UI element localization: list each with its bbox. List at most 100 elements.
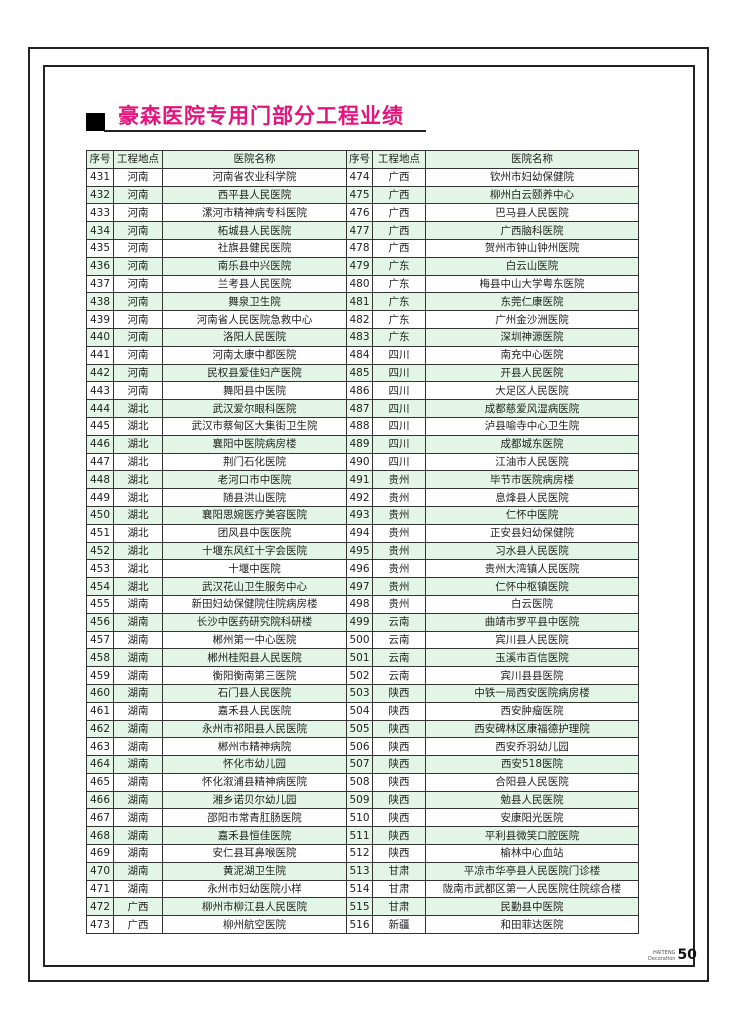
cell-location: 湖南 (113, 683, 163, 703)
cell-no: 483 (346, 327, 373, 347)
cell-location: 湖南 (113, 790, 163, 810)
cell-hospital: 嘉禾县人民医院 (162, 701, 347, 721)
cell-location: 云南 (372, 612, 426, 632)
cell-hospital: 开县人民医院 (425, 363, 639, 383)
cell-location: 湖南 (113, 719, 163, 739)
cell-location: 河南 (113, 256, 163, 276)
table-row: 463 湖南 郴州市精神病院 506 陕西 西安乔羽幼儿园 (86, 737, 639, 757)
cell-location: 湖南 (113, 879, 163, 899)
cell-location: 广东 (372, 327, 426, 347)
cell-hospital: 郴州市精神病院 (162, 737, 347, 757)
outer-frame (28, 47, 709, 982)
table-row: 461 湖南 嘉禾县人民医院 504 陕西 西安肿瘤医院 (86, 701, 639, 721)
cell-no: 504 (346, 701, 373, 721)
table-row: 457 湖南 郴州第一中心医院 500 云南 宾川县人民医院 (86, 630, 639, 650)
cell-no: 487 (346, 399, 373, 418)
cell-no: 513 (346, 861, 373, 881)
table-row: 456 湖南 长沙中医药研究院科研楼 499 云南 曲靖市罗平县中医院 (86, 612, 639, 632)
cell-hospital: 榆林中心血站 (425, 844, 639, 863)
cell-location: 广西 (372, 238, 426, 258)
cell-hospital: 随县洪山医院 (162, 488, 347, 507)
cell-hospital: 怀化市幼儿园 (162, 755, 347, 774)
cell-no: 459 (86, 666, 114, 685)
cell-location: 陕西 (372, 808, 426, 828)
cell-no: 491 (346, 470, 373, 490)
cell-no: 488 (346, 416, 373, 436)
cell-hospital: 习水县人民医院 (425, 541, 639, 561)
cell-hospital: 十堰中医院 (162, 559, 347, 579)
cell-hospital: 中铁一局西安医院病房楼 (425, 683, 639, 703)
cell-hospital: 钦州市妇幼保健院 (425, 167, 639, 187)
cell-no: 448 (86, 470, 114, 490)
cell-hospital: 武汉市蔡甸区大集街卫生院 (162, 416, 347, 436)
cell-no: 458 (86, 648, 114, 668)
cell-location: 湖北 (113, 523, 163, 543)
cell-hospital: 漯河市精神病专科医院 (162, 203, 347, 223)
cell-location: 广东 (372, 310, 426, 329)
cell-location: 贵州 (372, 470, 426, 490)
heading-underline (104, 130, 426, 132)
cell-location: 湖北 (113, 505, 163, 525)
cell-hospital: 民勤县中医院 (425, 897, 639, 917)
cell-no: 489 (346, 434, 373, 454)
cell-location: 湖北 (113, 470, 163, 490)
cell-hospital: 江油市人民医院 (425, 452, 639, 472)
cell-location: 贵州 (372, 523, 426, 543)
cell-hospital: 贵州大湾镇人民医院 (425, 559, 639, 579)
cell-no: 452 (86, 541, 114, 561)
table-header-row: 序号 工程地点 医院名称 序号 工程地点 医院名称 (86, 150, 639, 169)
table-row: 443 河南 舞阳县中医院 486 四川 大足区人民医院 (86, 381, 639, 401)
cell-no: 466 (86, 790, 114, 810)
cell-hospital: 社旗县健民医院 (162, 238, 347, 258)
cell-hospital: 新田妇幼保健院住院病房楼 (162, 594, 347, 614)
table-row: 434 河南 柘城县人民医院 477 广西 广西脑科医院 (86, 221, 639, 240)
cell-no: 431 (86, 167, 114, 187)
cell-location: 湖南 (113, 594, 163, 614)
cell-location: 贵州 (372, 488, 426, 507)
cell-hospital: 兰考县人民医院 (162, 274, 347, 294)
cell-location: 广西 (372, 221, 426, 240)
cell-no: 511 (346, 826, 373, 846)
table-row: 441 河南 河南太康中都医院 484 四川 南充中心医院 (86, 345, 639, 365)
cell-hospital: 玉溪市百信医院 (425, 648, 639, 668)
brand-logo: HAITENG Decoration (648, 950, 675, 962)
cell-no: 490 (346, 452, 373, 472)
cell-location: 陕西 (372, 826, 426, 846)
section-heading: 豪森医院专用门部分工程业绩 (86, 98, 426, 132)
cell-no: 446 (86, 434, 114, 454)
cell-no: 440 (86, 327, 114, 347)
cell-no: 502 (346, 666, 373, 685)
cell-no: 437 (86, 274, 114, 294)
header-no: 序号 (346, 150, 373, 169)
cell-no: 477 (346, 221, 373, 240)
table-row: 444 湖北 武汉爱尔眼科医院 487 四川 成都慈爱风湿病医院 (86, 399, 639, 418)
cell-no: 456 (86, 612, 114, 632)
table-row: 433 河南 漯河市精神病专科医院 476 广西 巴马县人民医院 (86, 203, 639, 223)
cell-no: 443 (86, 381, 114, 401)
table-row: 473 广西 柳州航空医院 516 新疆 和田菲达医院 (86, 915, 639, 935)
cell-hospital: 舞阳县中医院 (162, 381, 347, 401)
cell-no: 492 (346, 488, 373, 507)
table-row: 462 湖南 永州市祁阳县人民医院 505 陕西 西安碑林区康福德护理院 (86, 719, 639, 739)
cell-hospital: 郴州桂阳县人民医院 (162, 648, 347, 668)
cell-no: 506 (346, 737, 373, 757)
cell-location: 广西 (113, 897, 163, 917)
cell-location: 湖南 (113, 737, 163, 757)
table-row: 451 湖北 团风县中医医院 494 贵州 正安县妇幼保健院 (86, 523, 639, 543)
cell-no: 514 (346, 879, 373, 899)
cell-hospital: 南乐县中兴医院 (162, 256, 347, 276)
cell-location: 湖南 (113, 666, 163, 685)
cell-hospital: 仁怀中枢镇医院 (425, 577, 639, 596)
cell-no: 449 (86, 488, 114, 507)
cell-location: 云南 (372, 648, 426, 668)
table-row: 445 湖北 武汉市蔡甸区大集街卫生院 488 四川 泸县喻寺中心卫生院 (86, 416, 639, 436)
cell-location: 贵州 (372, 505, 426, 525)
cell-hospital: 东莞仁康医院 (425, 292, 639, 312)
cell-no: 500 (346, 630, 373, 650)
cell-no: 480 (346, 274, 373, 294)
cell-no: 441 (86, 345, 114, 365)
cell-location: 河南 (113, 363, 163, 383)
inner-frame (43, 65, 695, 967)
cell-no: 476 (346, 203, 373, 223)
cell-location: 湖北 (113, 434, 163, 454)
